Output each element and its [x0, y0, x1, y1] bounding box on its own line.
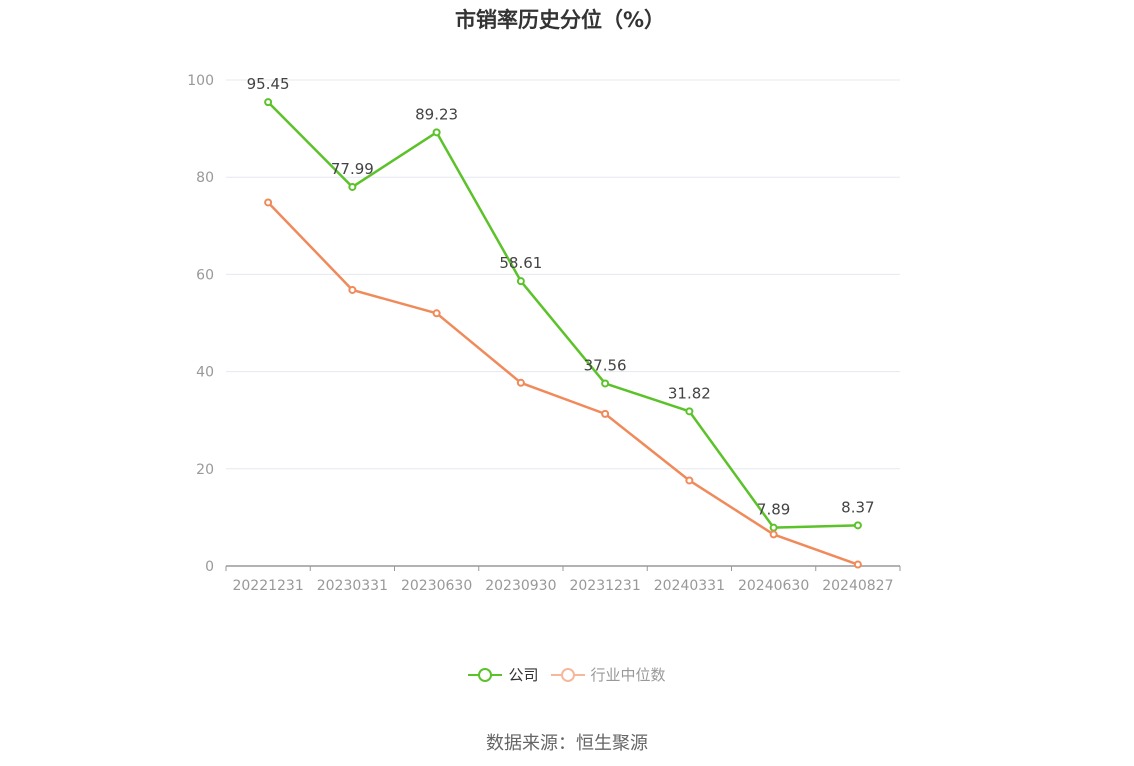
company-data-point	[601, 379, 610, 388]
industry-median-data-point	[685, 476, 694, 485]
y-tick-label: 60	[196, 267, 214, 283]
company-data-point	[264, 98, 273, 107]
y-tick-label: 40	[196, 365, 214, 381]
x-tick-label: 20230331	[317, 578, 388, 594]
series	[264, 98, 862, 569]
x-tick-label: 20230630	[401, 578, 472, 594]
company-data-label: 8.37	[841, 498, 874, 516]
legend-industry-marker-icon	[550, 667, 585, 683]
axes: 0 20 40 60 80 100 20221231 20230331 20230630 2023…	[187, 73, 901, 594]
y-tick-label: 100	[187, 73, 214, 89]
industry-median-data-point	[348, 285, 357, 294]
x-tick-label: 20230930	[485, 578, 556, 594]
legend: 公司 行业中位数	[0, 664, 1134, 685]
series-industry-median-line	[267, 201, 859, 566]
company-data-point	[432, 128, 441, 137]
company-data-label: 77.99	[331, 160, 374, 178]
series-company-line	[267, 101, 858, 529]
x-tick-label: 20240827	[822, 578, 893, 594]
industry-median-data-point	[264, 198, 273, 207]
legend-item-company[interactable]: 公司	[468, 664, 539, 685]
grid-lines	[226, 79, 900, 470]
x-tick-label: 20231231	[569, 578, 640, 594]
company-data-point	[853, 521, 862, 530]
x-tick-label: 20221231	[232, 578, 303, 594]
company-data-label: 89.23	[415, 105, 458, 123]
data-labels: 95.45 77.99 89.23 58.61 37.56 31.82 7.89 8.37	[247, 75, 875, 519]
legend-company-label: 公司	[508, 666, 539, 684]
data-source-note: 数据来源：恒生聚源	[486, 733, 648, 754]
company-data-point	[348, 182, 357, 191]
company-data-label: 58.61	[499, 254, 542, 272]
company-data-point	[769, 523, 778, 532]
company-data-point	[685, 407, 694, 416]
company-data-label: 7.89	[757, 501, 790, 519]
legend-industry-label: 行业中位数	[590, 666, 666, 684]
legend-company-marker-icon	[468, 667, 503, 683]
company-data-label: 95.45	[247, 75, 290, 93]
legend-item-industry-median[interactable]: 行业中位数	[550, 664, 666, 685]
company-data-point	[516, 277, 525, 286]
x-tick-label: 20240630	[738, 578, 809, 594]
y-tick-label: 0	[205, 559, 214, 575]
industry-median-data-point	[601, 409, 610, 418]
industry-median-data-point	[516, 378, 525, 387]
industry-median-data-point	[769, 530, 778, 539]
company-data-label: 37.56	[584, 356, 627, 374]
y-tick-label: 80	[196, 170, 214, 186]
chart-title: 市销率历史分位（%）	[454, 8, 666, 32]
y-tick-label: 20	[196, 462, 214, 478]
company-data-label: 31.82	[668, 384, 711, 402]
industry-median-data-point	[432, 309, 441, 318]
industry-median-data-point	[853, 560, 862, 569]
x-tick-label: 20240331	[654, 578, 725, 594]
